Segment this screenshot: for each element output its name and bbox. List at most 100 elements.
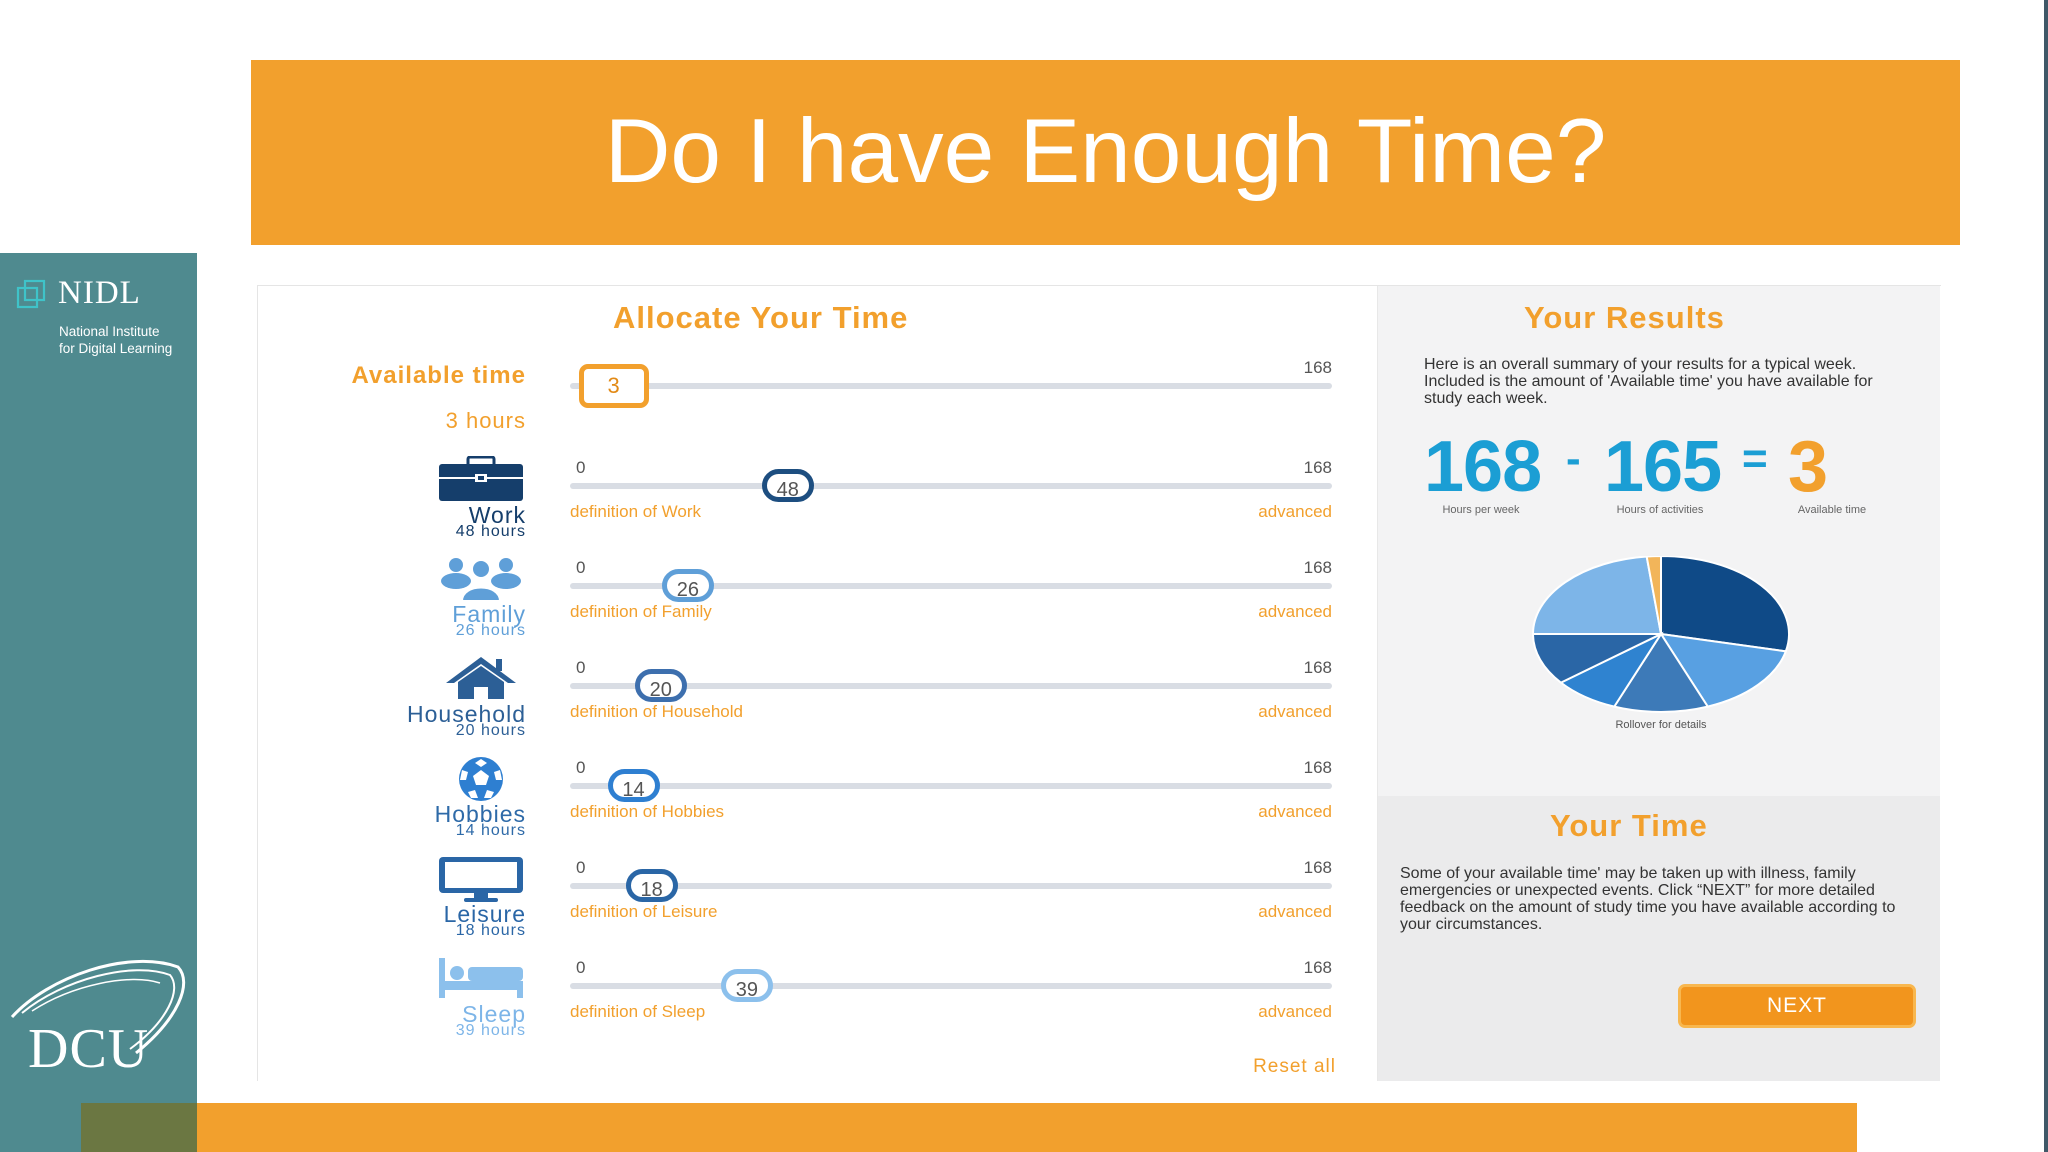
household-definition-link[interactable]: definition of Household [570, 702, 743, 721]
hobbies-slider-handle[interactable]: 14 [607, 769, 660, 802]
equals-sign: = [1742, 434, 1768, 483]
household-hours: 20 hours [455, 722, 526, 739]
hobbies-min-label: 0 [576, 758, 586, 777]
next-button[interactable]: NEXT [1678, 984, 1916, 1028]
work-label: Work [468, 502, 526, 528]
hobbies-label: Hobbies [434, 801, 526, 827]
available-max-label: 168 [1303, 358, 1332, 377]
household-slider-track [570, 683, 1332, 689]
family-definition-link[interactable]: definition of Family [570, 602, 712, 621]
pie-slice-family[interactable] [1658, 632, 1788, 708]
leisure-advanced-link[interactable]: advanced [1258, 902, 1332, 921]
page-title: Do I have Enough Time? [604, 101, 1607, 202]
family-slider-handle[interactable]: 26 [661, 569, 714, 602]
results-title: Your Results [1524, 300, 1725, 335]
leisure-label: Leisure [443, 901, 526, 927]
family-advanced-link[interactable]: advanced [1258, 602, 1332, 621]
leisure-max-label: 168 [1303, 858, 1332, 877]
family-min-label: 0 [576, 558, 586, 577]
allocate-title: Allocate Your Time [613, 300, 909, 335]
your-time-panel: Your Time Some of your available time' m… [1377, 796, 1940, 1081]
sleep-advanced-link[interactable]: advanced [1258, 1002, 1332, 1021]
household-max-label: 168 [1303, 658, 1332, 677]
family-slider-track [570, 583, 1332, 589]
pie-slice-available-time[interactable] [1645, 556, 1662, 635]
nidl-subtitle-line1: National Institute [59, 324, 160, 339]
sleep-min-label: 0 [576, 958, 586, 977]
bottom-accent-bar [81, 1103, 1857, 1152]
household-label: Household [407, 701, 526, 727]
results-panel: Your Results Here is an overall summary … [1377, 286, 1940, 796]
available-slider-handle[interactable]: 3 [578, 364, 649, 408]
leisure-hours: 18 hours [455, 922, 526, 939]
nidl-subtitle-line2: for Digital Learning [59, 341, 173, 356]
sleep-slider-handle[interactable]: 39 [720, 969, 773, 1002]
available-time-label: Available time [351, 362, 526, 389]
hobbies-slider-track [570, 783, 1332, 789]
pie-slice-work[interactable] [1660, 556, 1790, 653]
hobbies-hours: 14 hours [455, 822, 526, 839]
right-edge-rule [2044, 0, 2048, 1152]
allocate-panel: Allocate Your Time Available time 3 hour… [258, 286, 1377, 1081]
sleep-max-label: 168 [1303, 958, 1332, 977]
work-min-label: 0 [576, 458, 586, 477]
work-advanced-link[interactable]: advanced [1258, 502, 1332, 521]
bottom-accent-overlap [81, 1103, 197, 1152]
work-slider-track [570, 483, 1332, 489]
household-min-label: 0 [576, 658, 586, 677]
leisure-slider-handle[interactable]: 18 [625, 869, 678, 902]
family-max-label: 168 [1303, 558, 1332, 577]
activities-caption: Hours of activities [1616, 504, 1704, 516]
available-time-value: 3 [1788, 427, 1828, 507]
sidebar: NIDL National Institute for Digital Lear… [0, 253, 197, 1152]
sleep-definition-link[interactable]: definition of Sleep [570, 1002, 706, 1021]
nidl-mark-icon [16, 279, 46, 309]
time-pie-chart[interactable] [1526, 556, 1796, 716]
work-hours: 48 hours [455, 523, 526, 540]
dcu-wordmark: DCU [28, 1018, 150, 1080]
work-max-label: 168 [1303, 458, 1332, 477]
dcu-logo: DCU [8, 949, 188, 1089]
household-slider-handle[interactable]: 20 [634, 669, 687, 702]
leisure-min-label: 0 [576, 858, 586, 877]
family-hours: 26 hours [455, 622, 526, 639]
hobbies-advanced-link[interactable]: advanced [1258, 802, 1332, 821]
soccer-ball-icon [459, 757, 503, 801]
briefcase-icon [439, 456, 523, 501]
work-definition-link[interactable]: definition of Work [570, 502, 702, 521]
family-icon [441, 558, 521, 601]
leisure-slider-track [570, 883, 1332, 889]
hobbies-definition-link[interactable]: definition of Hobbies [570, 802, 725, 821]
title-banner: Do I have Enough Time? [251, 60, 1960, 245]
your-time-title: Your Time [1550, 808, 1708, 843]
hobbies-max-label: 168 [1303, 758, 1332, 777]
sleep-label: Sleep [462, 1001, 526, 1027]
reset-all-link[interactable]: Reset all [1253, 1056, 1336, 1077]
monitor-icon [439, 857, 523, 902]
sleep-slider-track [570, 983, 1332, 989]
household-advanced-link[interactable]: advanced [1258, 702, 1332, 721]
hours-per-week-caption: Hours per week [1442, 504, 1520, 516]
pie-slice-leisure[interactable] [1531, 633, 1662, 684]
nidl-wordmark: NIDL [58, 275, 141, 311]
sleep-hours: 39 hours [455, 1022, 526, 1039]
nidl-subtitle: National Institute for Digital Learning [59, 323, 172, 357]
family-label: Family [452, 601, 526, 627]
hours-per-week-value: 168 [1424, 427, 1542, 507]
pie-caption: Rollover for details [1615, 719, 1707, 731]
results-summary: Here is an overall summary of your resul… [1424, 356, 1873, 407]
your-time-body: Some of your available time' may be take… [1400, 865, 1896, 933]
pie-slice-household[interactable] [1612, 632, 1710, 713]
bed-icon [439, 958, 523, 998]
house-icon [446, 657, 516, 699]
available-time-caption: Available time [1797, 504, 1867, 516]
available-slider-track [570, 383, 1332, 389]
available-time-hours: 3 hours [445, 408, 526, 433]
dcu-swoosh-icon [10, 959, 186, 1055]
work-slider-handle[interactable]: 48 [761, 469, 814, 502]
activities-total-value: 165 [1604, 427, 1722, 507]
leisure-definition-link[interactable]: definition of Leisure [570, 902, 718, 921]
pie-slice-sleep[interactable] [1531, 556, 1663, 635]
time-calculator-app: Allocate Your Time Available time 3 hour… [257, 285, 1941, 1081]
minus-sign: - [1566, 434, 1581, 483]
